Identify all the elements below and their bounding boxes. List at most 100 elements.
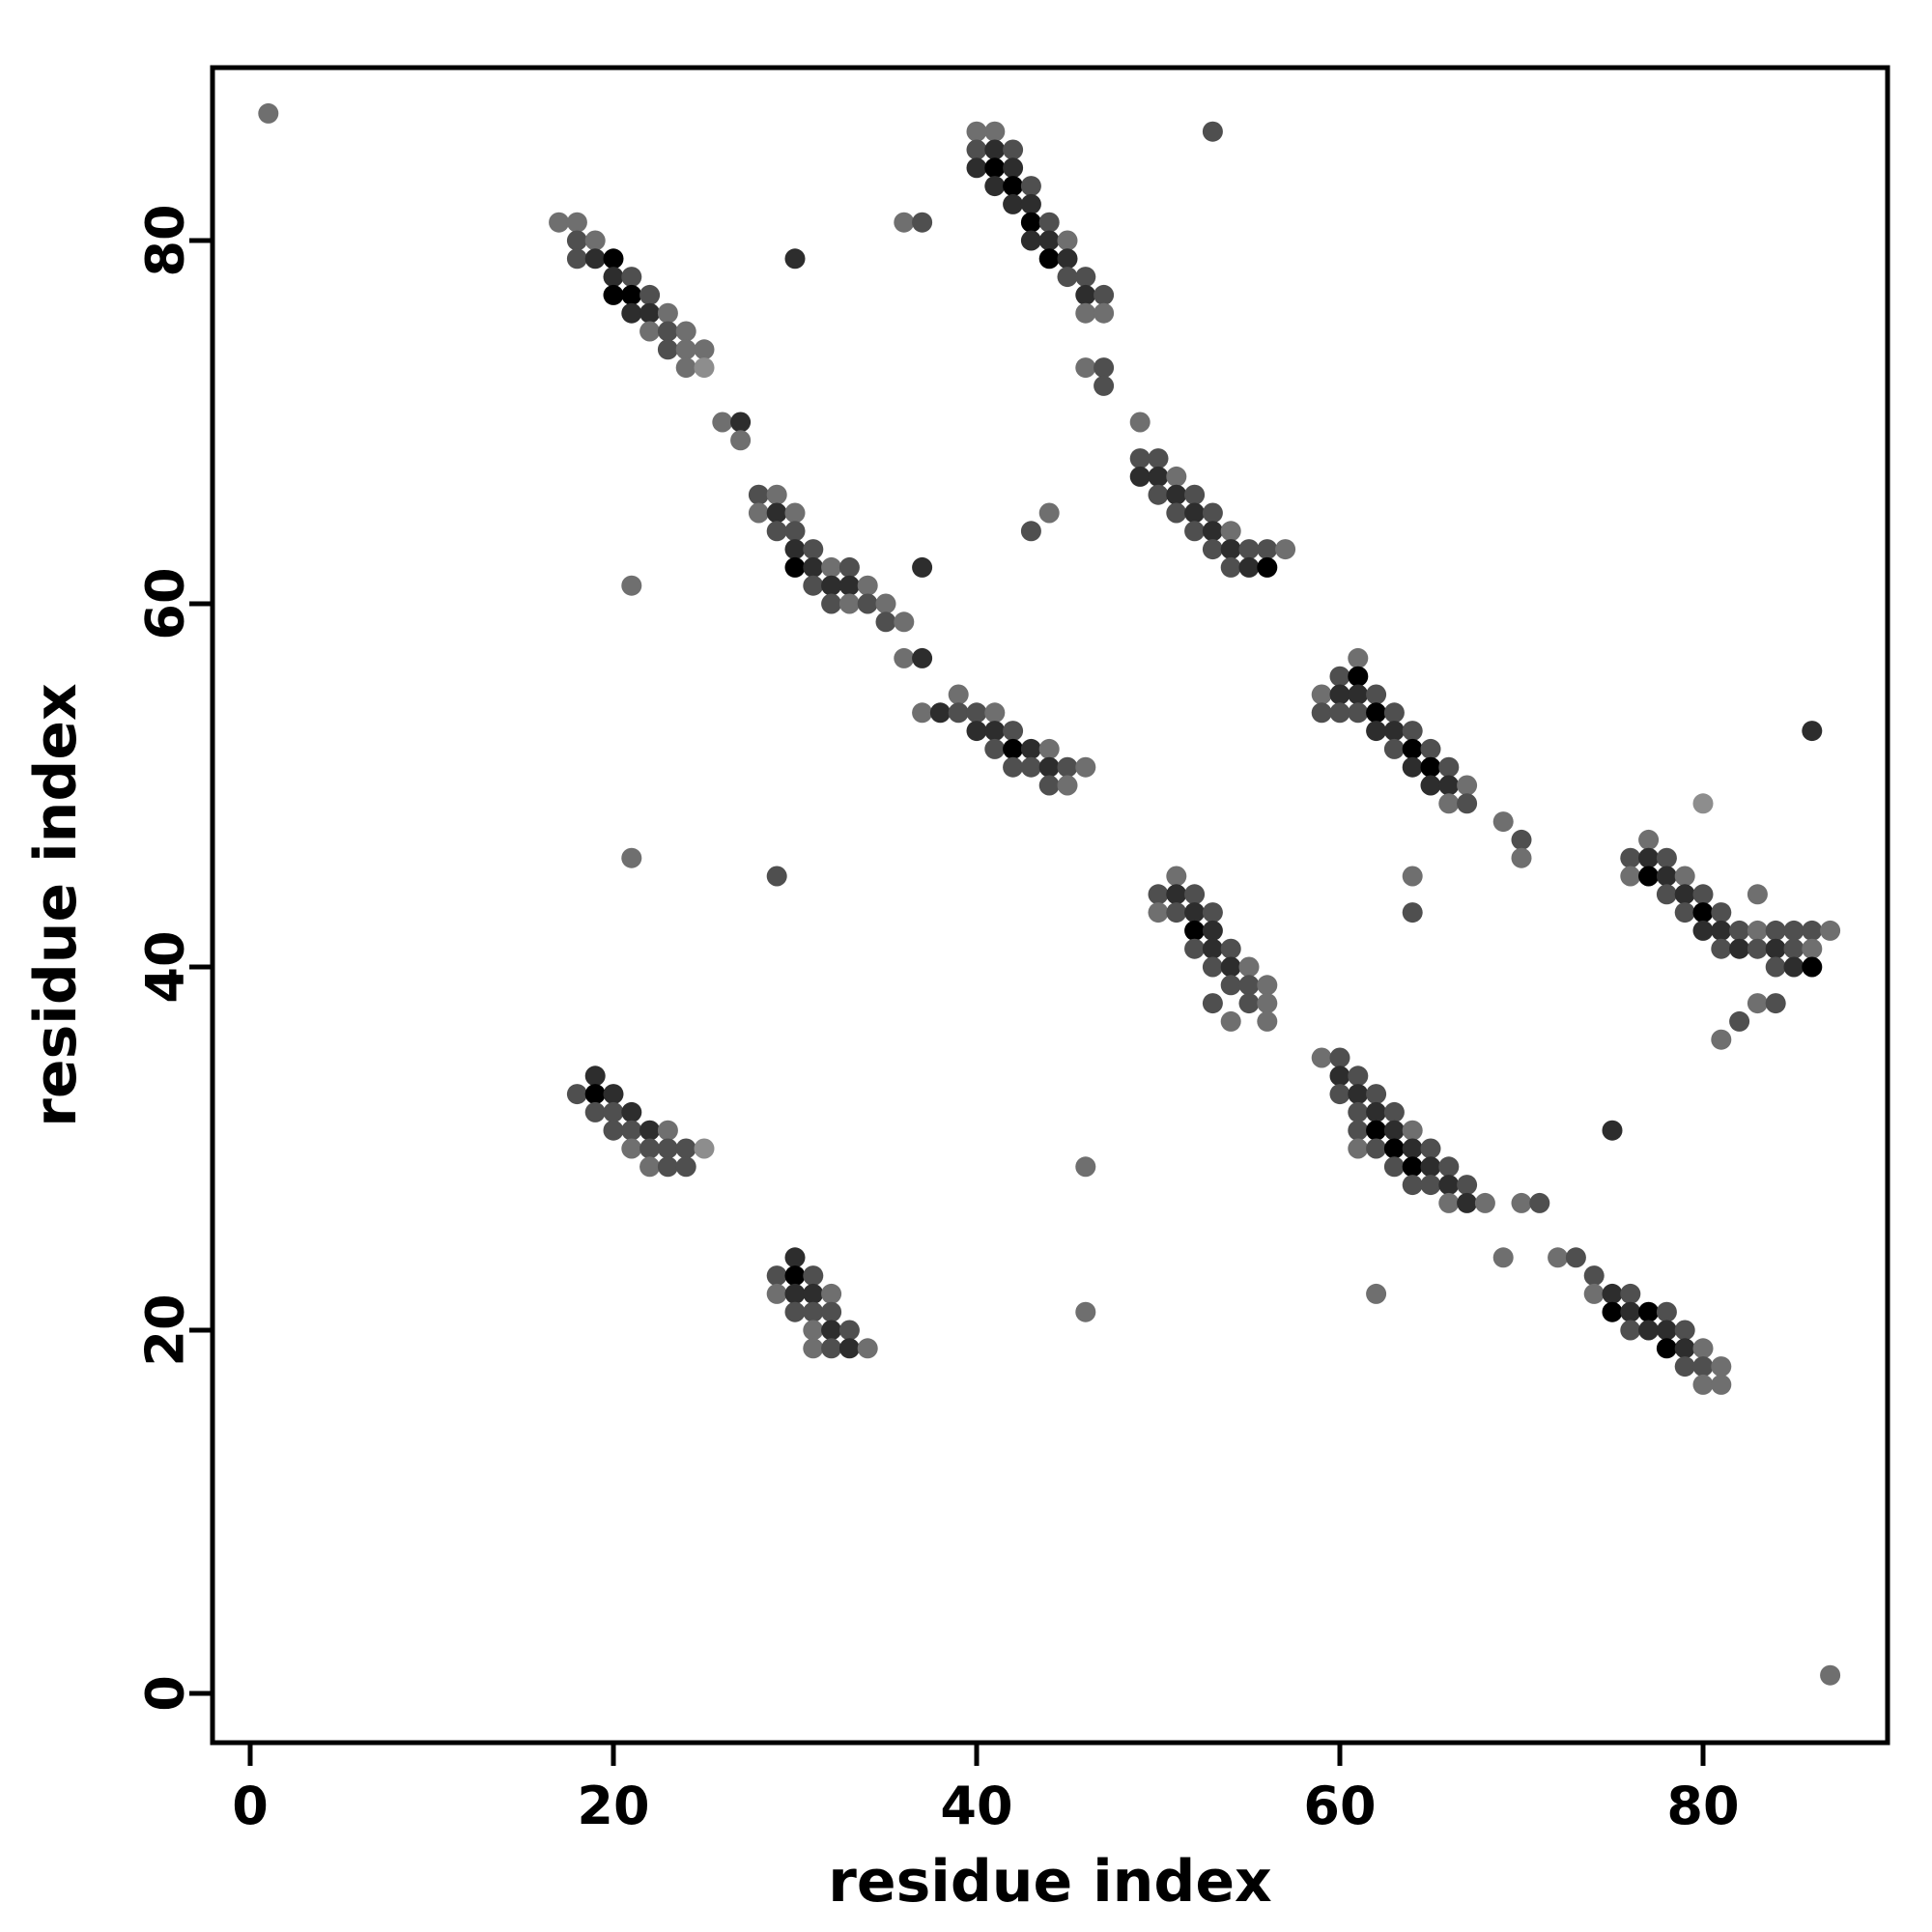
data-point xyxy=(1820,920,1841,941)
data-point xyxy=(1003,176,1024,197)
data-point xyxy=(1402,1138,1423,1159)
data-point xyxy=(1238,975,1260,996)
data-point xyxy=(1438,1192,1460,1213)
data-point xyxy=(1674,1338,1695,1359)
data-point xyxy=(1166,484,1187,505)
data-point xyxy=(1275,539,1296,560)
data-point xyxy=(639,321,661,342)
data-point xyxy=(894,647,915,668)
data-point xyxy=(1402,1175,1423,1196)
plot-frame xyxy=(210,65,1890,1746)
data-point xyxy=(1184,484,1206,505)
data-point xyxy=(1638,1320,1660,1341)
data-point xyxy=(966,157,987,179)
data-point xyxy=(984,738,1006,759)
data-point xyxy=(1003,139,1024,160)
y-axis-label: residue index xyxy=(22,683,90,1126)
data-point xyxy=(1383,1138,1405,1159)
data-point xyxy=(1438,756,1460,778)
data-point xyxy=(1148,466,1169,487)
data-point xyxy=(1747,920,1768,941)
data-point xyxy=(1348,1138,1369,1159)
data-point xyxy=(1075,302,1096,324)
data-point xyxy=(1020,738,1041,759)
data-point xyxy=(694,339,715,360)
data-point xyxy=(821,1283,842,1304)
data-point xyxy=(1003,193,1024,214)
data-point xyxy=(1202,956,1223,978)
data-point xyxy=(1366,1138,1387,1159)
data-point xyxy=(838,593,860,614)
data-point xyxy=(1220,539,1241,560)
data-point xyxy=(1348,684,1369,705)
data-point xyxy=(1383,1101,1405,1122)
data-point xyxy=(1238,539,1260,560)
data-point xyxy=(1420,756,1441,778)
data-point xyxy=(1329,1065,1350,1087)
data-point xyxy=(1238,956,1260,978)
data-point xyxy=(748,484,769,505)
data-point xyxy=(875,611,896,633)
data-point xyxy=(657,1120,678,1141)
data-point xyxy=(566,1084,587,1105)
data-point xyxy=(1202,502,1223,524)
data-point xyxy=(603,1120,624,1141)
data-point xyxy=(984,721,1006,742)
data-point xyxy=(784,1265,806,1287)
data-point xyxy=(1457,1175,1478,1196)
data-point xyxy=(1402,1156,1423,1178)
data-point xyxy=(1220,1010,1241,1032)
data-point xyxy=(948,684,969,705)
data-point xyxy=(784,1247,806,1268)
data-point xyxy=(639,284,661,305)
data-point xyxy=(1184,938,1206,959)
data-point xyxy=(566,230,587,251)
data-point xyxy=(821,1320,842,1341)
data-point xyxy=(1366,1084,1387,1105)
data-point xyxy=(1329,1047,1350,1068)
data-point xyxy=(929,702,951,724)
data-point xyxy=(1638,829,1660,850)
data-point xyxy=(1038,775,1060,796)
data-point xyxy=(1548,1247,1569,1268)
data-point xyxy=(821,1301,842,1322)
data-point xyxy=(1129,412,1151,433)
data-point xyxy=(603,1101,624,1122)
data-point xyxy=(838,1338,860,1359)
data-point xyxy=(894,212,915,233)
data-point xyxy=(1692,793,1714,814)
data-point xyxy=(1457,793,1478,814)
data-point xyxy=(1057,267,1078,288)
data-point xyxy=(784,539,806,560)
data-point xyxy=(657,302,678,324)
data-point xyxy=(1057,248,1078,270)
data-point xyxy=(1202,993,1223,1014)
data-point xyxy=(1094,375,1115,396)
data-point xyxy=(1329,684,1350,705)
data-point xyxy=(1402,721,1423,742)
data-point xyxy=(912,647,933,668)
data-point xyxy=(584,1065,606,1087)
data-point xyxy=(1383,721,1405,742)
data-point xyxy=(821,575,842,596)
data-point xyxy=(1038,248,1060,270)
data-point xyxy=(1711,920,1732,941)
data-point xyxy=(1438,1156,1460,1178)
data-point xyxy=(1220,956,1241,978)
data-point xyxy=(1711,1356,1732,1378)
data-point xyxy=(1674,1320,1695,1341)
data-point xyxy=(1348,1101,1369,1122)
data-point xyxy=(1038,738,1060,759)
data-point xyxy=(603,1084,624,1105)
data-point xyxy=(1620,866,1641,887)
data-point xyxy=(1329,1084,1350,1105)
data-point xyxy=(657,321,678,342)
data-point xyxy=(1075,357,1096,379)
data-point xyxy=(657,1138,678,1159)
x-tick-label: 40 xyxy=(940,1776,1012,1836)
data-point xyxy=(1238,993,1260,1014)
data-point xyxy=(1656,1320,1677,1341)
data-point xyxy=(948,702,969,724)
data-point xyxy=(1094,284,1115,305)
